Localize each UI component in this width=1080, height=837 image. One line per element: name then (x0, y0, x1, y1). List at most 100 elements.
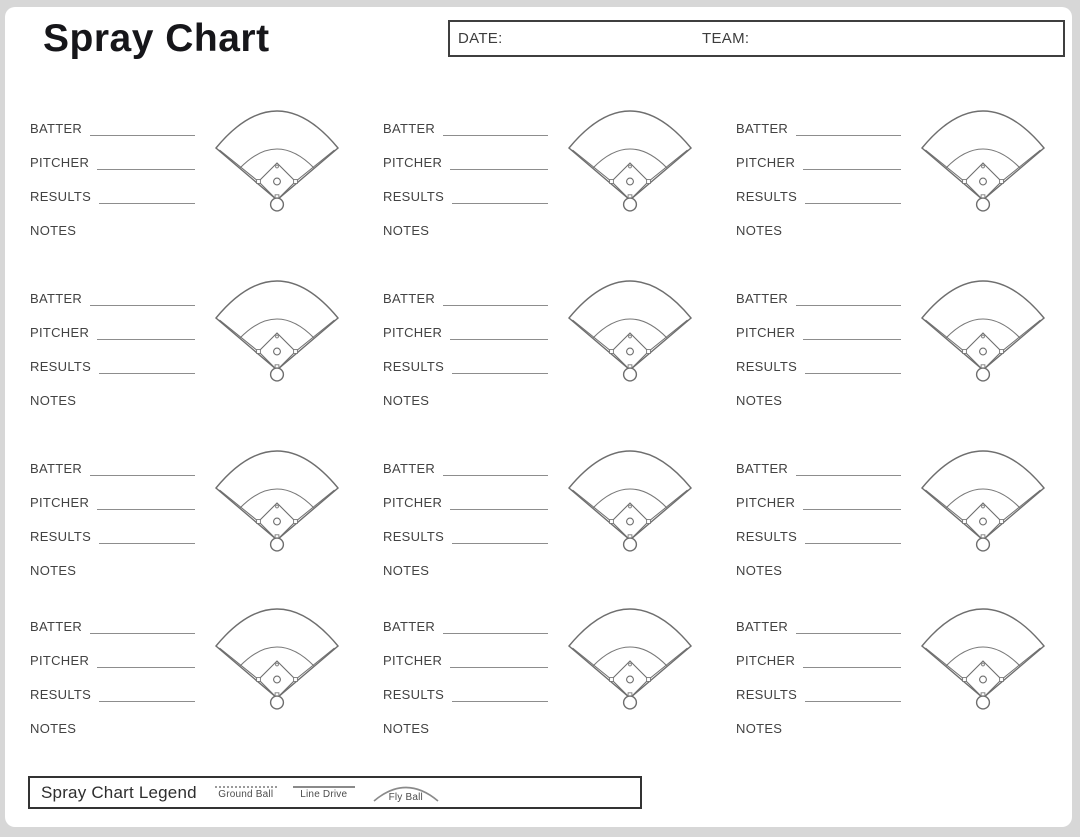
baseball-field-diagram[interactable] (916, 108, 1050, 214)
ground-ball-label: Ground Ball (218, 788, 274, 800)
results-write-line[interactable] (452, 700, 548, 702)
notes-label: NOTES (30, 392, 77, 408)
pitcher-write-line[interactable] (803, 508, 901, 510)
baseball-field-diagram[interactable] (916, 448, 1050, 554)
baseball-field-diagram[interactable] (210, 448, 344, 554)
notes-label: NOTES (383, 720, 430, 736)
results-write-line[interactable] (805, 542, 901, 544)
notes-label: NOTES (30, 720, 77, 736)
batter-write-line[interactable] (443, 474, 548, 476)
spray-chart-cell: BATTER PITCHER RESULTS NOTES (383, 277, 697, 417)
batter-write-line[interactable] (90, 474, 195, 476)
results-row: RESULTS (736, 349, 901, 383)
batter-write-line[interactable] (90, 632, 195, 634)
results-write-line[interactable] (99, 372, 195, 374)
batter-row: BATTER (736, 111, 901, 145)
pitcher-write-line[interactable] (97, 168, 195, 170)
batter-write-line[interactable] (796, 474, 901, 476)
pitcher-row: PITCHER (383, 315, 548, 349)
results-write-line[interactable] (99, 542, 195, 544)
results-label: RESULTS (30, 188, 92, 204)
batter-row: BATTER (383, 281, 548, 315)
cell-labels: BATTER PITCHER RESULTS NOTES (736, 277, 916, 417)
baseball-field-diagram[interactable] (916, 606, 1050, 712)
baseball-field-diagram[interactable] (210, 606, 344, 712)
cell-labels: BATTER PITCHER RESULTS NOTES (736, 107, 916, 247)
batter-write-line[interactable] (796, 134, 901, 136)
batter-write-line[interactable] (90, 304, 195, 306)
pitcher-row: PITCHER (30, 145, 195, 179)
baseball-field-diagram[interactable] (563, 606, 697, 712)
pitcher-write-line[interactable] (450, 508, 548, 510)
cell-labels: BATTER PITCHER RESULTS NOTES (736, 605, 916, 745)
batter-write-line[interactable] (796, 632, 901, 634)
baseball-field-diagram[interactable] (563, 278, 697, 384)
pitcher-write-line[interactable] (803, 168, 901, 170)
batter-label: BATTER (736, 460, 789, 476)
pitcher-label: PITCHER (30, 652, 90, 668)
batter-write-line[interactable] (443, 134, 548, 136)
results-write-line[interactable] (805, 372, 901, 374)
results-write-line[interactable] (452, 372, 548, 374)
baseball-field-diagram[interactable] (916, 278, 1050, 384)
cell-labels: BATTER PITCHER RESULTS NOTES (30, 605, 210, 745)
results-label: RESULTS (736, 686, 798, 702)
results-write-line[interactable] (805, 700, 901, 702)
results-row: RESULTS (736, 519, 901, 553)
pitcher-label: PITCHER (383, 494, 443, 510)
batter-row: BATTER (30, 281, 195, 315)
results-label: RESULTS (30, 528, 92, 544)
results-row: RESULTS (736, 677, 901, 711)
baseball-field-diagram[interactable] (210, 278, 344, 384)
cell-labels: BATTER PITCHER RESULTS NOTES (30, 277, 210, 417)
spray-chart-cell: BATTER PITCHER RESULTS NOTES (383, 447, 697, 587)
pitcher-write-line[interactable] (450, 168, 548, 170)
notes-row: NOTES (30, 383, 195, 417)
notes-label: NOTES (383, 392, 430, 408)
spray-chart-cell: BATTER PITCHER RESULTS NOTES (736, 447, 1050, 587)
notes-label: NOTES (736, 222, 783, 238)
legend-item-line-drive: Line Drive (292, 785, 355, 800)
cell-labels: BATTER PITCHER RESULTS NOTES (30, 447, 210, 587)
cell-labels: BATTER PITCHER RESULTS NOTES (383, 277, 563, 417)
batter-label: BATTER (736, 120, 789, 136)
batter-write-line[interactable] (90, 134, 195, 136)
pitcher-write-line[interactable] (803, 666, 901, 668)
batter-row: BATTER (383, 609, 548, 643)
team-value-area[interactable] (749, 22, 929, 55)
batter-write-line[interactable] (443, 632, 548, 634)
baseball-field-diagram[interactable] (210, 108, 344, 214)
ground-ball-line-icon (214, 785, 277, 788)
batter-write-line[interactable] (796, 304, 901, 306)
pitcher-write-line[interactable] (97, 666, 195, 668)
notes-label: NOTES (30, 562, 77, 578)
results-write-line[interactable] (99, 202, 195, 204)
batter-row: BATTER (736, 609, 901, 643)
pitcher-write-line[interactable] (450, 666, 548, 668)
results-row: RESULTS (30, 677, 195, 711)
spray-chart-cell: BATTER PITCHER RESULTS NOTES (30, 107, 344, 247)
pitcher-write-line[interactable] (97, 508, 195, 510)
spray-chart-cell: BATTER PITCHER RESULTS NOTES (30, 605, 344, 745)
results-write-line[interactable] (452, 202, 548, 204)
pitcher-label: PITCHER (383, 324, 443, 340)
notes-row: NOTES (30, 711, 195, 745)
notes-row: NOTES (736, 213, 901, 247)
baseball-field-diagram[interactable] (563, 448, 697, 554)
batter-label: BATTER (30, 618, 83, 634)
results-write-line[interactable] (452, 542, 548, 544)
batter-label: BATTER (736, 290, 789, 306)
baseball-field-diagram[interactable] (563, 108, 697, 214)
pitcher-write-line[interactable] (450, 338, 548, 340)
pitcher-write-line[interactable] (97, 338, 195, 340)
results-row: RESULTS (383, 349, 548, 383)
batter-write-line[interactable] (443, 304, 548, 306)
results-write-line[interactable] (99, 700, 195, 702)
date-value-area[interactable] (503, 22, 683, 55)
pitcher-write-line[interactable] (803, 338, 901, 340)
pitcher-row: PITCHER (736, 145, 901, 179)
results-write-line[interactable] (805, 202, 901, 204)
pitcher-row: PITCHER (736, 485, 901, 519)
date-label: DATE: (458, 30, 503, 47)
batter-label: BATTER (30, 120, 83, 136)
